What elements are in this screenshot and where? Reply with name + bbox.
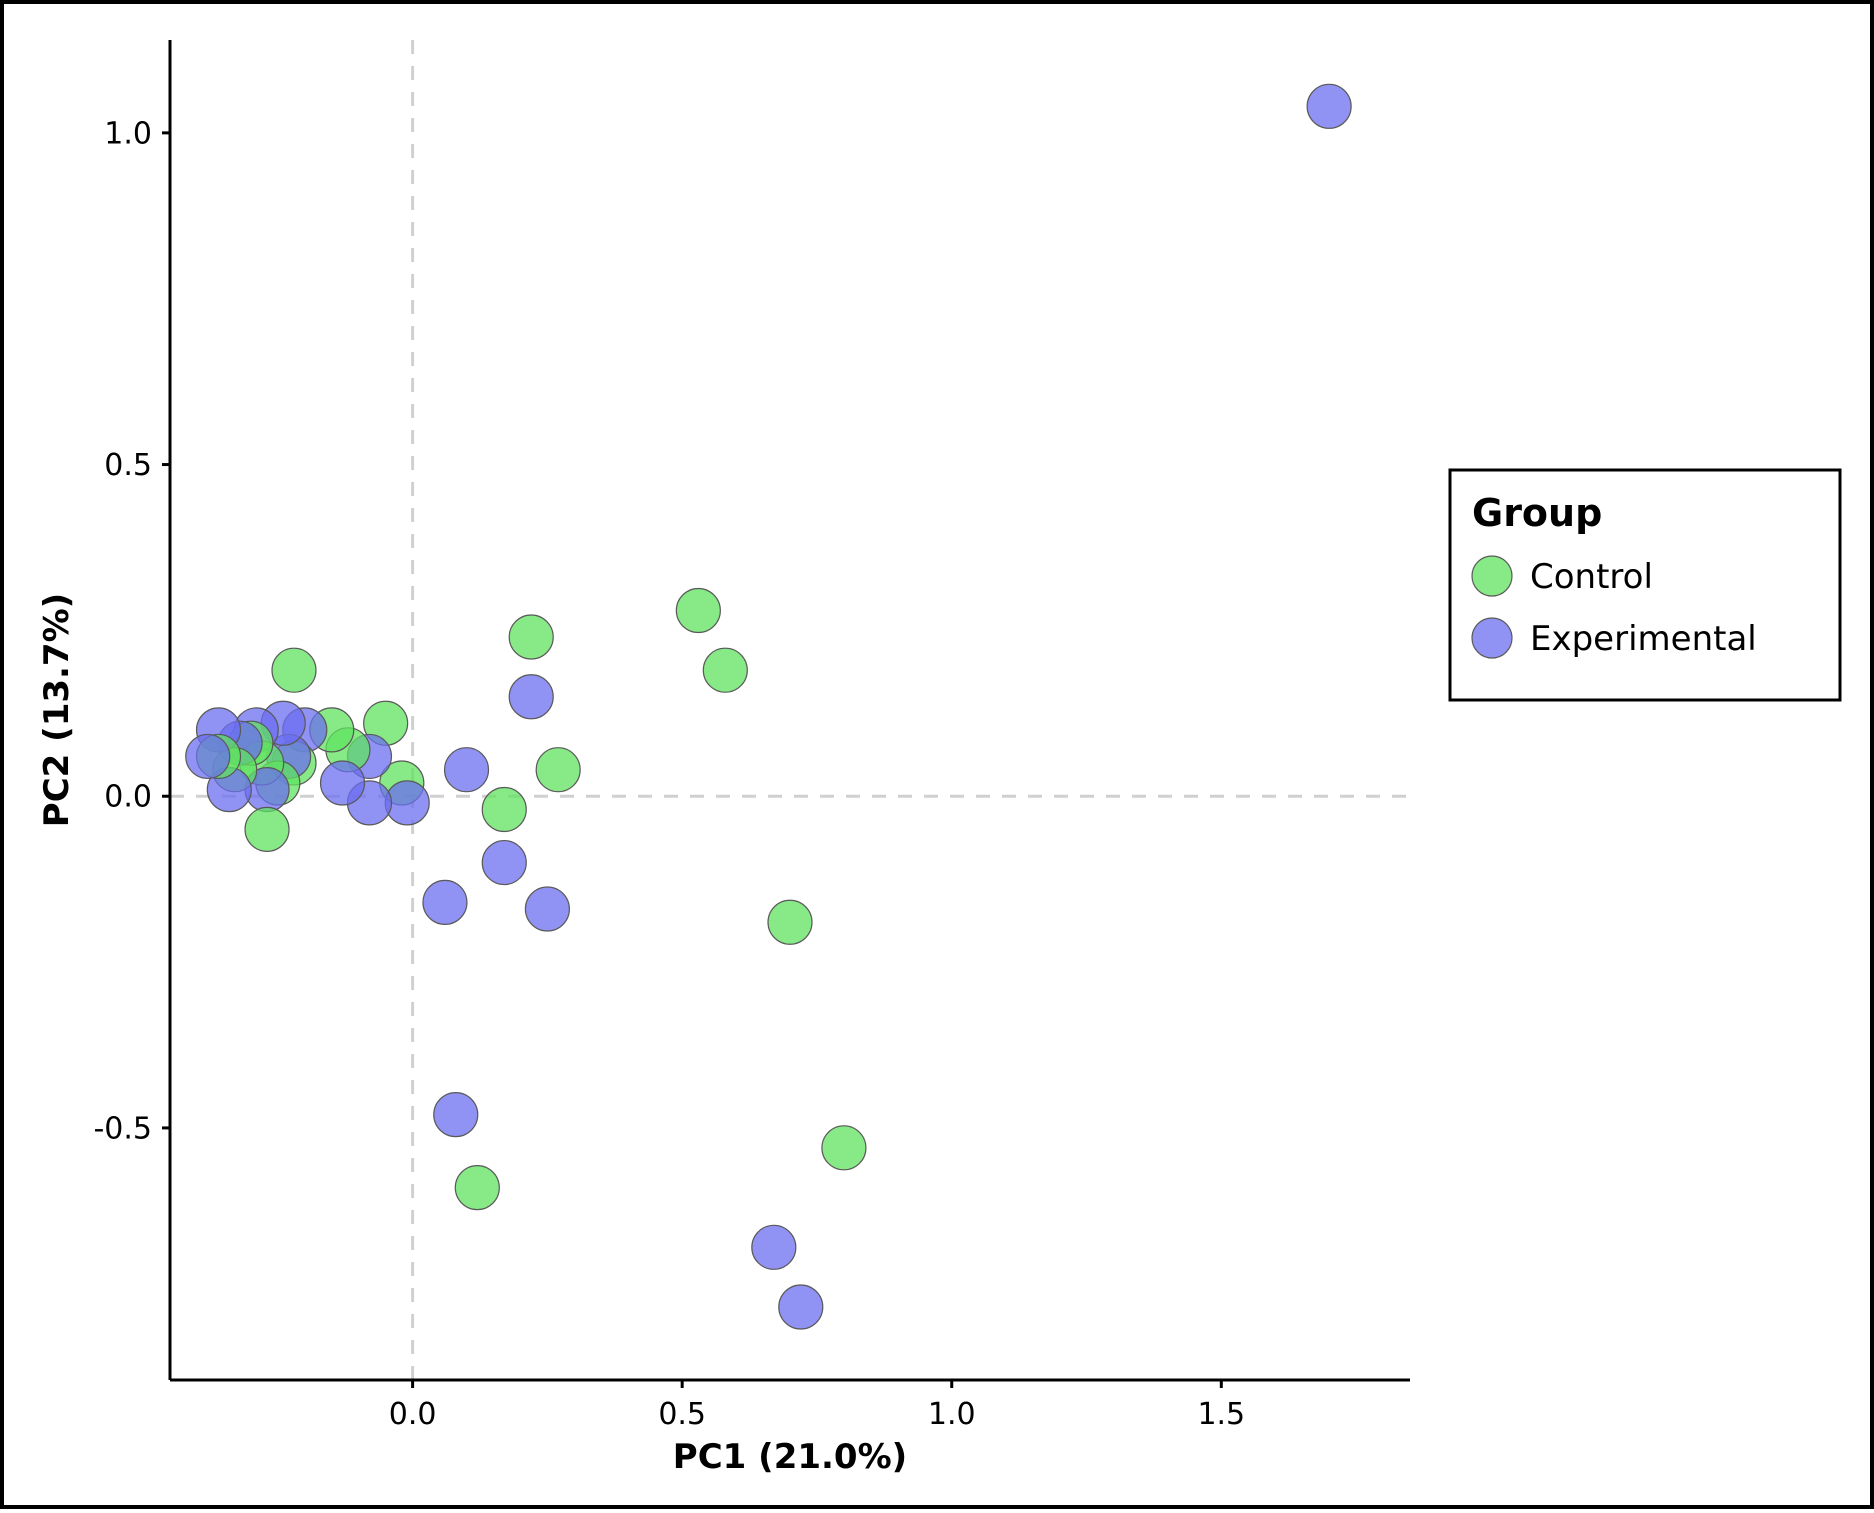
data-point [536,748,580,792]
x-tick-label: 1.0 [928,1397,976,1432]
data-point [245,807,289,851]
data-point [768,900,812,944]
x-tick-label: 0.0 [389,1397,437,1432]
data-point [423,880,467,924]
data-point [703,648,747,692]
data-point [321,761,365,805]
data-point [676,588,720,632]
figure-container: 0.0 0.5 1.0 1.5 -0.5 0.0 0.5 1.0 PC1 (21.0%) PC2 … [0,0,1874,1509]
legend-title: Group [1472,491,1602,535]
data-point [434,1093,478,1137]
y-tick-label: 0.5 [104,448,152,483]
data-point [525,887,569,931]
data-point [455,1166,499,1210]
legend-item-label: Control [1530,557,1653,597]
data-point [752,1225,796,1269]
data-point [1307,84,1351,128]
data-point [482,788,526,832]
y-tick-label: -0.5 [93,1111,152,1146]
y-axis-label: PC2 (13.7%) [37,593,77,827]
data-point [822,1126,866,1170]
data-point [779,1285,823,1329]
x-tick-label: 1.5 [1197,1397,1245,1432]
data-point [186,734,230,778]
legend-marker [1472,556,1512,596]
data-point [509,615,553,659]
x-tick-label: 0.5 [658,1397,706,1432]
data-point [272,648,316,692]
legend-item-label: Experimental [1530,619,1757,659]
legend-marker [1472,618,1512,658]
scatter-plot-svg: 0.0 0.5 1.0 1.5 -0.5 0.0 0.5 1.0 PC1 (21.0%) PC2 … [0,0,1874,1509]
data-point [482,841,526,885]
y-tick-label: 1.0 [104,116,152,151]
x-axis-label: PC1 (21.0%) [673,1437,907,1477]
data-point [509,675,553,719]
y-tick-label: 0.0 [104,780,152,815]
data-point [445,748,489,792]
